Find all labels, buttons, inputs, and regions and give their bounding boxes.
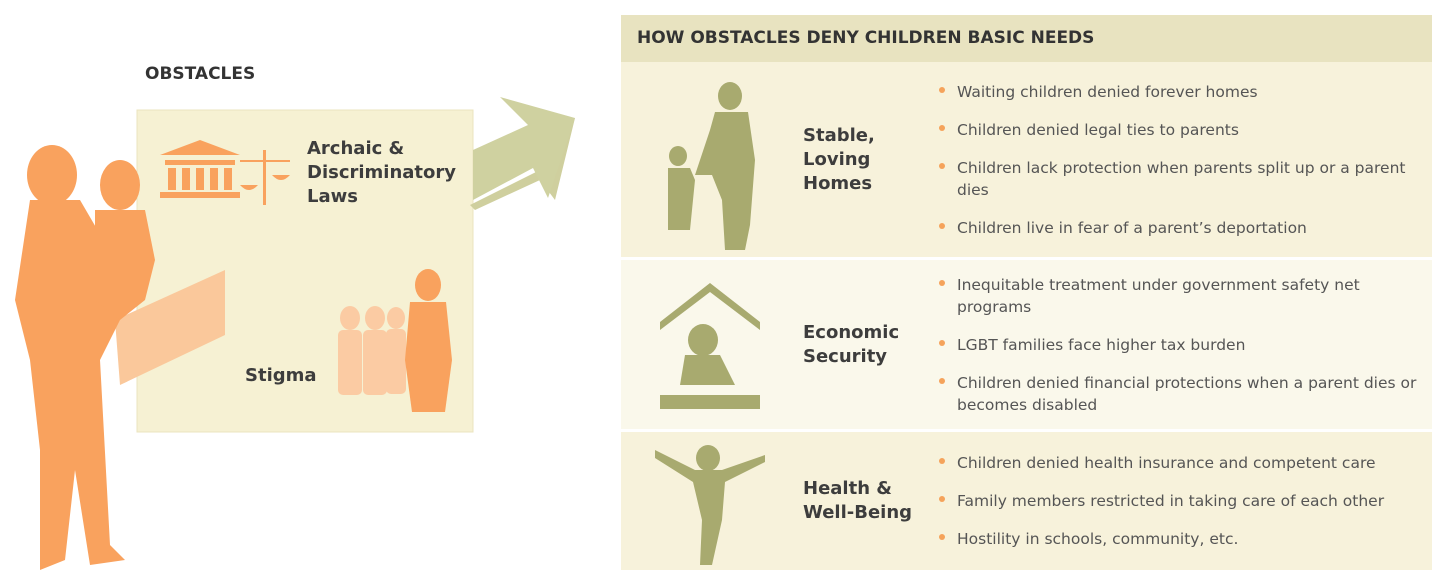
label-line: Well-Being xyxy=(803,501,912,525)
label-line: Archaic & xyxy=(307,137,456,161)
label-line: Security xyxy=(803,345,899,369)
label-line: Stable, xyxy=(803,124,875,148)
label-line: Health & xyxy=(803,477,912,501)
label-line: Laws xyxy=(307,185,456,209)
label-line: Stigma xyxy=(245,364,317,388)
obstacles-title: OBSTACLES xyxy=(145,64,255,84)
label-line: Homes xyxy=(803,172,875,196)
bullet: Waiting children denied forever homes xyxy=(937,81,1417,103)
bullet: Children lack protection when parents sp… xyxy=(937,157,1417,201)
obstacle-label: Stigma xyxy=(245,364,317,388)
bullet-list: Waiting children denied forever homes Chi… xyxy=(937,62,1417,257)
bullet: Family members restricted in taking care… xyxy=(937,490,1417,512)
bullet-list: Children denied health insurance and com… xyxy=(937,432,1417,570)
bullet: Children denied financial protections wh… xyxy=(937,372,1417,416)
bullet: Inequitable treatment under government s… xyxy=(937,274,1417,318)
need-label: Health &Well-Being xyxy=(803,432,912,570)
needs-title: HOW OBSTACLES DENY CHILDREN BASIC NEEDS xyxy=(637,28,1094,48)
obstacle-label: Archaic & Discriminatory Laws xyxy=(307,137,456,209)
page: OBSTACLES Archaic & Discriminatory Laws … xyxy=(0,0,1437,578)
bullet: Children live in fear of a parent’s depo… xyxy=(937,217,1417,239)
label-line: Loving xyxy=(803,148,875,172)
bullet: Children denied legal ties to parents xyxy=(937,119,1417,141)
label-line: Discriminatory xyxy=(307,161,456,185)
bullet: LGBT families face higher tax burden xyxy=(937,334,1417,356)
bullet: Children denied health insurance and com… xyxy=(937,452,1417,474)
label-line: Economic xyxy=(803,321,899,345)
bullet-list: Inequitable treatment under government s… xyxy=(937,260,1417,429)
bullet: Hostility in schools, community, etc. xyxy=(937,528,1417,550)
